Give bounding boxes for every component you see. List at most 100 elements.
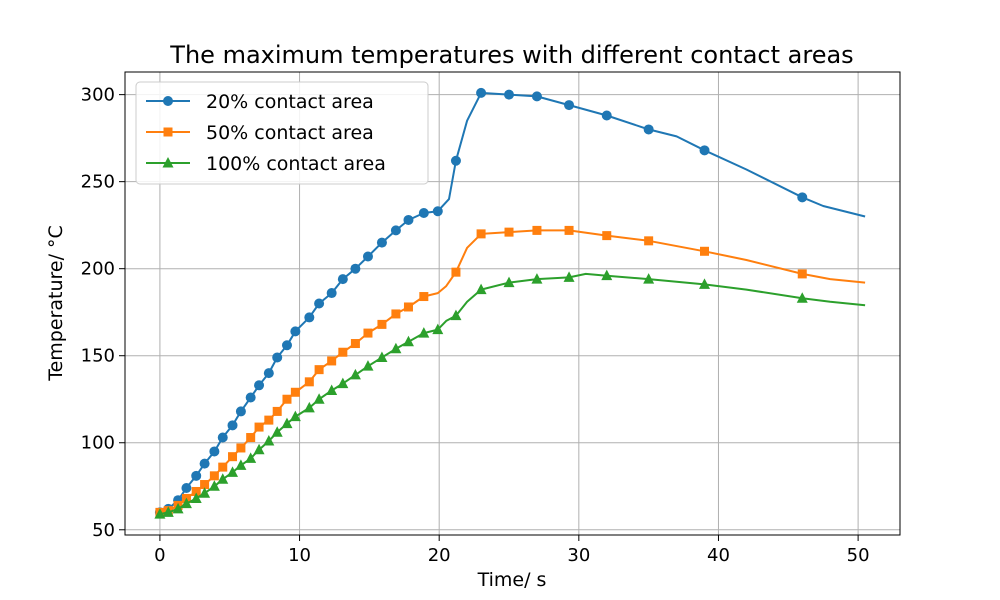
data-point [644,236,654,246]
data-point [209,446,220,457]
data-point [263,368,274,379]
data-point [532,225,542,235]
data-point [313,393,325,404]
data-point [271,426,283,437]
x-tick-label: 0 [154,545,165,566]
series-3 [154,269,866,519]
data-point [190,492,202,503]
data-point [601,110,612,121]
y-axis-label: Temperature/ °C [45,225,67,382]
data-point [450,155,461,166]
data-point [418,207,429,218]
data-point [245,452,257,463]
legend-box [135,81,429,185]
legend-item: 100% contact area [146,153,386,175]
data-point [191,470,202,481]
data-point [304,312,315,323]
data-point [350,339,360,349]
data-point [476,87,487,98]
data-point [376,237,387,248]
data-point [326,288,337,299]
data-point [191,486,201,496]
data-point [450,309,462,321]
data-point [217,432,228,443]
legend-marker [162,157,174,168]
y-tick-label: 150 [81,346,115,367]
data-point [796,292,808,303]
data-point [154,508,166,519]
data-point [432,206,443,217]
data-point [699,145,710,156]
legend-label: 100% contact area [206,153,386,175]
y-tick-label: 100 [81,433,115,454]
legend-item: 20% contact area [146,91,374,113]
data-point [700,246,710,256]
data-point [451,267,461,277]
data-point [418,327,430,338]
x-tick-label: 30 [567,545,590,566]
data-point [362,360,374,371]
data-point [314,298,325,309]
data-point [432,323,444,335]
data-point [235,406,246,417]
data-point [281,417,293,429]
data-point [476,229,486,239]
data-point [531,273,543,284]
data-point [377,319,387,329]
data-point [314,365,324,375]
data-point [208,480,220,491]
data-point [563,271,575,282]
data-point [172,502,184,514]
legend-label: 50% contact area [206,122,374,144]
data-point [272,352,283,363]
plot-area [154,87,866,519]
data-point [254,422,264,432]
data-point [403,302,413,312]
data-point [209,471,219,481]
data-point [337,377,349,389]
plot-frame [124,71,901,536]
legend-marker [163,96,173,106]
data-point [504,89,515,100]
data-point [602,231,612,241]
x-tick-label: 10 [288,545,311,566]
data-point [350,263,361,274]
x-axis-label: Time/ s [477,569,547,591]
data-point [264,415,274,425]
data-point [564,100,575,111]
data-point [290,387,300,397]
data-point [362,251,373,262]
data-point [391,309,401,319]
data-point [419,292,429,302]
data-point [699,278,711,289]
data-point [363,328,373,338]
data-point [272,406,282,416]
data-point [643,124,654,135]
data-point [797,269,807,279]
data-point [503,276,515,288]
data-point [227,466,239,477]
data-point [376,351,388,362]
data-point [253,443,265,455]
data-point [403,214,414,225]
data-point [531,91,542,102]
data-point [402,335,414,347]
data-point [797,192,808,203]
data-point [601,269,613,281]
y-tick-label: 50 [92,520,115,541]
legend-label: 20% contact area [206,91,374,113]
data-point [227,420,238,431]
axis-ticks: 0 10 20 30 40 50 50 100 150 200 250 300 [81,85,870,566]
data-point [327,356,337,366]
x-tick-label: 20 [428,545,451,566]
data-point [228,452,238,462]
data-point [235,459,247,470]
series-line [159,272,866,516]
data-point [303,401,315,413]
data-point [390,342,402,354]
data-point [337,274,348,285]
data-point [246,433,256,443]
data-point [245,392,256,403]
x-tick-label: 40 [707,545,730,566]
data-point [475,283,487,295]
